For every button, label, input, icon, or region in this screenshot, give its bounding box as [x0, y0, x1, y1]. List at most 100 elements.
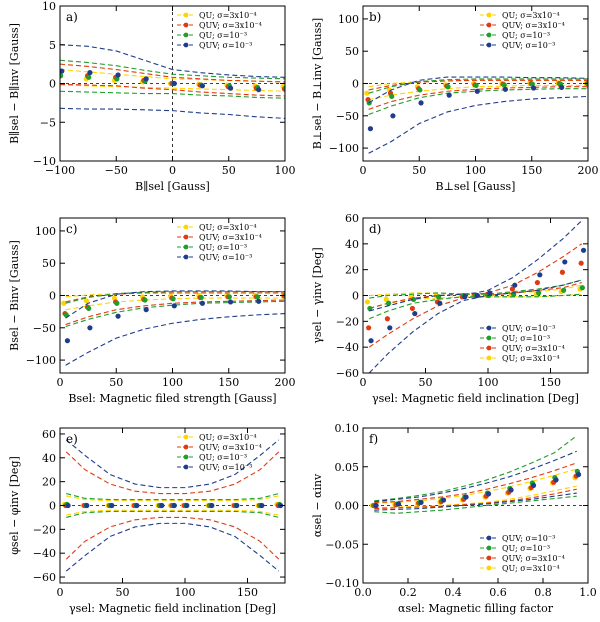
envelope-upper-3	[60, 44, 285, 78]
data-point	[463, 494, 469, 500]
data-point	[199, 300, 206, 306]
series-group	[61, 290, 285, 366]
data-point	[390, 113, 396, 119]
panel-label: c)	[66, 222, 77, 236]
y-tick-label: −60	[33, 571, 56, 584]
legend-entry: QUV; σ=3x10⁻⁴	[502, 344, 565, 353]
series-group	[364, 76, 588, 154]
y-tick-label: 40	[345, 238, 359, 251]
data-point	[384, 316, 390, 322]
y-axis-label: Bsel − Binv [Gauss]	[8, 240, 21, 351]
envelope-upper-3	[368, 76, 588, 104]
data-point	[256, 298, 262, 304]
series-group	[369, 435, 582, 514]
y-tick-label: 0.05	[335, 461, 360, 474]
envelope-upper-1	[60, 63, 285, 83]
x-tick-label: 0.6	[489, 586, 507, 599]
envelope-upper-2	[374, 435, 578, 502]
data-point	[440, 497, 447, 503]
panel-label: f)	[369, 432, 378, 446]
envelope-lower-2	[374, 495, 577, 514]
x-axis-label: γsel: Magnetic field inclination [Deg]	[69, 602, 276, 615]
x-tick-label: 0	[360, 164, 367, 177]
x-tick-label: 100	[175, 586, 196, 599]
legend-entry: QU; σ=3x10⁻⁴	[502, 564, 560, 573]
data-point	[387, 325, 393, 331]
y-tick-label: −50	[336, 110, 359, 123]
series-group	[364, 220, 587, 373]
data-point	[368, 338, 374, 344]
envelope-lower-2	[369, 293, 582, 320]
data-point	[171, 303, 177, 309]
x-axis-label: αsel: Magnetic filling factor	[398, 602, 554, 615]
data-point	[559, 84, 565, 90]
legend-marker	[486, 12, 492, 18]
legend-marker	[183, 42, 189, 48]
data-point	[559, 269, 566, 275]
panel-5: 0.0 0.2 0.4 0.6 0.8 1.0 −0.10 −0.05 0.00 0.05 0.10…	[311, 422, 597, 615]
x-tick-label: −100	[45, 164, 75, 177]
data-point	[227, 299, 234, 305]
data-point	[198, 294, 204, 301]
data-point	[64, 338, 71, 344]
data-point	[227, 85, 234, 91]
y-tick-label: −5	[40, 116, 56, 129]
data-point	[115, 313, 121, 319]
x-axis-label: B⊥sel [Gauss]	[436, 180, 516, 193]
legend-entry: QU; σ=3x10⁻⁴	[199, 433, 257, 442]
y-axis-label: B∥sel − B∥inv [Gauss]	[8, 23, 21, 144]
legend-marker	[183, 12, 189, 18]
panel-label: d)	[369, 222, 381, 236]
data-point	[536, 290, 542, 296]
x-tick-label: 150	[218, 376, 239, 389]
envelope-lower-1	[368, 86, 588, 110]
x-axis-label: Bsel: Magnetic filed strength [Gauss]	[68, 392, 276, 405]
envelope-upper-0	[66, 495, 279, 502]
data-point	[184, 502, 190, 509]
data-point	[501, 82, 507, 88]
x-tick-label: 1.0	[579, 586, 597, 599]
x-tick-label: 200	[578, 164, 599, 177]
legend-entry: QU; σ=10⁻³	[199, 31, 247, 40]
data-point	[61, 300, 67, 306]
y-tick-label: −20	[33, 523, 56, 536]
data-point	[234, 502, 240, 509]
legend-entry: QU; σ=10⁻³	[502, 544, 550, 553]
data-point	[283, 293, 285, 299]
data-point	[579, 285, 585, 291]
y-tick-label: 60	[345, 212, 359, 225]
data-point	[60, 73, 64, 79]
data-point	[409, 305, 415, 312]
data-point	[395, 501, 402, 507]
envelope-lower-0	[374, 485, 577, 509]
envelope-upper-1	[368, 79, 588, 91]
data-point	[578, 260, 584, 266]
data-point	[502, 86, 509, 92]
x-tick-label: 0.0	[354, 586, 372, 599]
envelope-upper-2	[65, 291, 285, 304]
envelope-upper-3	[65, 439, 280, 489]
data-point	[63, 312, 69, 318]
data-point	[86, 74, 92, 80]
y-tick-label: −50	[33, 322, 56, 335]
data-point	[418, 100, 424, 106]
envelope-lower-0	[66, 509, 279, 516]
y-tick-label: 40	[42, 452, 56, 465]
y-tick-label: 5	[49, 39, 56, 52]
data-point	[389, 93, 395, 100]
x-axis-label: B∥sel [Gauss]	[135, 180, 210, 193]
legend-entry: QU; σ=10⁻³	[199, 453, 247, 462]
y-tick-label: 50	[345, 45, 359, 58]
data-point	[143, 307, 149, 313]
legend-marker	[183, 254, 189, 260]
panel-4: 0 50 100 150 −60 −40 −20 0 20 40 60 e) γsel: Magneti…	[8, 427, 286, 615]
data-point	[512, 282, 518, 288]
data-point	[445, 84, 451, 90]
legend-marker	[486, 32, 492, 38]
legend-marker	[183, 22, 189, 28]
data-point	[87, 70, 93, 76]
data-point	[417, 87, 423, 93]
envelope-upper-1	[374, 462, 577, 503]
y-tick-label: −60	[336, 367, 359, 380]
